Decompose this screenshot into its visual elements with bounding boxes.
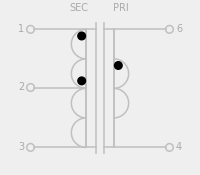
Text: SEC: SEC — [69, 3, 88, 13]
Text: 4: 4 — [176, 142, 182, 152]
Text: 3: 3 — [18, 142, 24, 152]
Circle shape — [114, 62, 122, 69]
Text: 1: 1 — [18, 24, 24, 34]
Circle shape — [78, 32, 86, 40]
Text: 6: 6 — [176, 24, 182, 34]
Text: 2: 2 — [18, 82, 24, 93]
Circle shape — [78, 77, 86, 85]
Text: PRI: PRI — [113, 3, 129, 13]
